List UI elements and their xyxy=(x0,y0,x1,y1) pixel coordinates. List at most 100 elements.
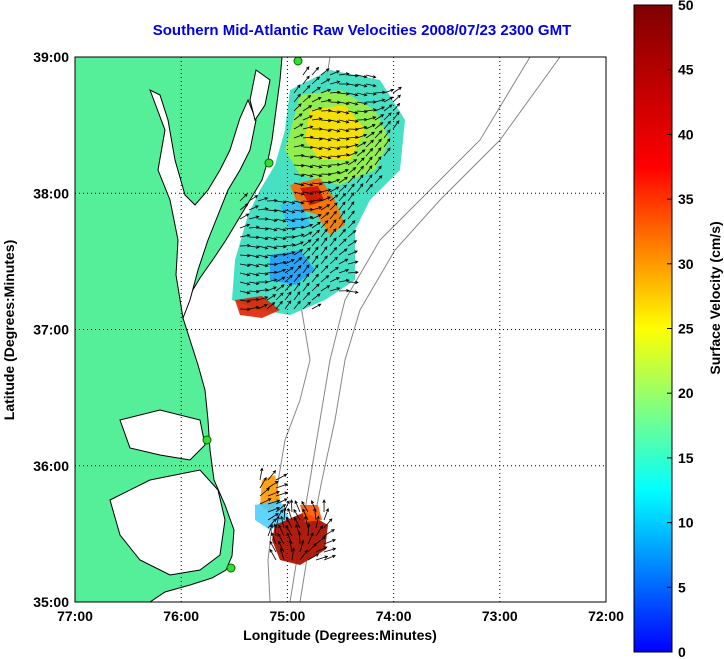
velocity-arrow xyxy=(301,500,309,513)
velocity-arrow xyxy=(311,206,323,211)
velocity-arrow xyxy=(356,183,364,193)
velocity-arrow xyxy=(347,83,359,88)
velocity-arrow xyxy=(293,113,303,121)
velocity-arrow xyxy=(239,253,251,258)
colorbar-tick-labels: 0 5 10 15 20 25 30 35 40 45 50 xyxy=(667,0,694,659)
velocity-arrow xyxy=(266,270,278,275)
velocity-arrow xyxy=(257,245,269,250)
velocity-arrow xyxy=(338,184,347,193)
velocity-arrow xyxy=(365,108,377,112)
velocity-arrow xyxy=(273,523,277,537)
velocity-arrow xyxy=(275,227,287,232)
velocity-arrow xyxy=(293,249,304,256)
velocity-arrow xyxy=(275,236,287,241)
velocity-arrow xyxy=(338,128,350,133)
velocity-arrow xyxy=(365,165,373,175)
velocity-arrow xyxy=(320,274,330,283)
velocity-arrow xyxy=(347,280,359,285)
velocity-arrow xyxy=(267,469,277,481)
velocity-arrow xyxy=(302,85,311,94)
velocity-arrow xyxy=(278,524,285,537)
velocity-arrow xyxy=(302,282,310,292)
velocity-arrow xyxy=(266,218,278,223)
land-mass xyxy=(75,57,283,602)
velocity-arrow xyxy=(302,223,314,229)
y-tick-labels: 35:00 36:00 37:00 38:00 39:00 xyxy=(33,49,69,610)
velocity-arrow xyxy=(323,507,329,521)
velocity-arrow xyxy=(338,268,350,274)
velocity-arrow xyxy=(311,246,319,256)
velocity-arrow xyxy=(356,157,365,166)
velocity-arrow xyxy=(392,111,400,121)
velocity-arrow xyxy=(338,72,350,76)
velocity-arrow xyxy=(323,547,337,553)
velocity-arrow xyxy=(383,147,391,157)
velocity-arrow xyxy=(320,172,332,177)
x-axis-label: Longitude (Degrees:Minutes) xyxy=(243,627,437,643)
velocity-arrow xyxy=(257,197,269,202)
velocity-arrow xyxy=(338,92,350,96)
velocity-arrow xyxy=(284,251,296,256)
velocity-arrow xyxy=(293,163,305,168)
velocity-arrow xyxy=(248,225,260,230)
velocity-arrow xyxy=(320,180,332,185)
velocity-arrow xyxy=(347,260,359,265)
velocity-arrow xyxy=(383,120,391,130)
velocity-arrow xyxy=(248,305,260,310)
velocity-arrow xyxy=(311,293,321,301)
x-tick-labels: 77:00 76:00 75:00 74:00 73:00 72:00 xyxy=(57,608,624,624)
velocity-arrow xyxy=(320,285,331,292)
velocity-arrow xyxy=(275,498,288,505)
velocity-arrow xyxy=(311,237,320,247)
velocity-arrow xyxy=(320,128,332,133)
velocity-arrow xyxy=(302,215,314,220)
velocity-arrow xyxy=(347,151,359,157)
velocity-arrow xyxy=(293,182,305,187)
velocity-arrow xyxy=(329,277,340,283)
velocity-arrow xyxy=(277,532,285,545)
velocity-arrow xyxy=(239,233,251,238)
velocity-arrow xyxy=(329,210,337,220)
velocity-arrow xyxy=(383,129,391,139)
velocity-arrow xyxy=(311,173,323,178)
velocity-arrow xyxy=(329,246,338,256)
velocity-arrow xyxy=(374,147,382,157)
velocity-arrow xyxy=(356,141,367,148)
velocity-arrow xyxy=(302,239,312,247)
velocity-arrow xyxy=(302,247,311,256)
velocity-arrow xyxy=(269,548,277,561)
velocity-arrow xyxy=(259,476,267,489)
colorbar xyxy=(633,4,673,653)
velocity-arrow xyxy=(347,240,358,247)
velocity-arrow xyxy=(302,231,313,238)
velocity-arrow xyxy=(284,218,296,223)
velocity-arrow xyxy=(338,238,347,247)
velocity-arrow xyxy=(302,199,314,204)
velocity-arrow xyxy=(284,291,292,301)
velocity-arrow xyxy=(374,106,386,112)
x-tick-label: 72:00 xyxy=(588,608,624,624)
velocity-arrow xyxy=(248,289,260,294)
velocity-arrow xyxy=(329,287,341,292)
velocity-arrow xyxy=(302,164,314,169)
velocity-arrow xyxy=(275,504,287,513)
velocity-arrow xyxy=(338,201,346,211)
velocity-arrow xyxy=(288,539,293,553)
velocity-arrow xyxy=(287,507,293,521)
velocity-arrow xyxy=(266,227,278,232)
velocity-arrow xyxy=(311,198,323,202)
velocity-arrow xyxy=(338,210,346,220)
velocity-arrow xyxy=(356,74,368,79)
velocity-arrow xyxy=(320,228,328,238)
velocity-arrow xyxy=(275,200,287,204)
velocity-arrow xyxy=(284,266,294,274)
velocity-arrow xyxy=(329,80,341,85)
velocity-arrow xyxy=(383,96,394,103)
velocity-arrow xyxy=(275,300,283,310)
plot-title: Southern Mid-Atlantic Raw Velocities 200… xyxy=(152,22,572,39)
velocity-arrow xyxy=(311,273,319,283)
velocity-arrow xyxy=(329,170,341,175)
velocity-arrow xyxy=(284,209,296,214)
velocity-arrow xyxy=(320,137,332,142)
